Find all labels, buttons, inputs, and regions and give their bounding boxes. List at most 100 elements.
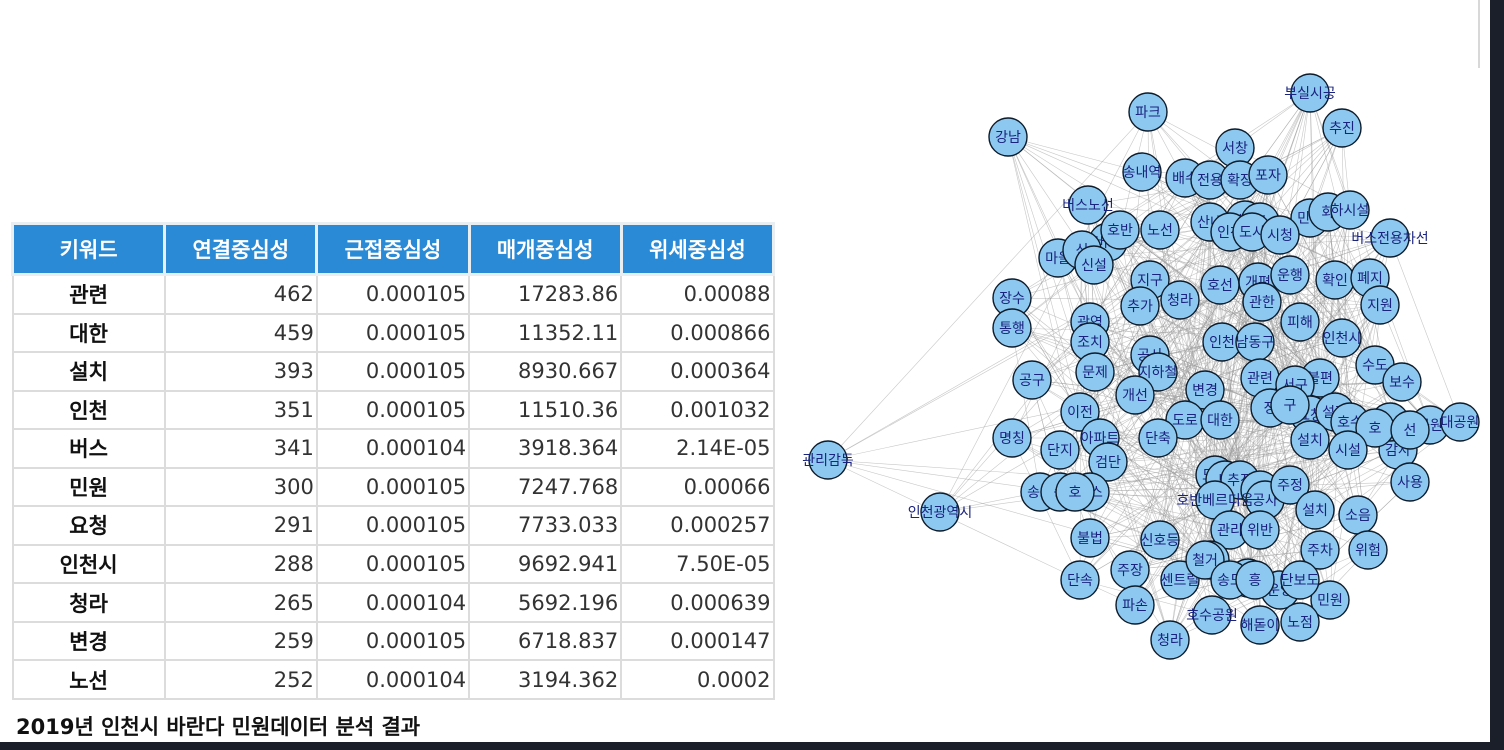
network-node-label: 구 [1284,398,1297,414]
network-node: 선 [1390,410,1430,450]
cell-eigenvector: 2.14E-05 [620,428,775,469]
network-node-label: 신설 [1081,258,1107,274]
network-node-circle [1240,510,1280,550]
cell-closeness: 0.000104 [315,428,471,469]
cell-keyword: 변경 [11,620,166,662]
network-edge [1011,231,1253,299]
network-node-circle [1280,560,1320,600]
network-node-label: 위험 [1355,543,1381,559]
network-node-label: 도시 [1239,225,1265,241]
network-node-circle [1060,560,1100,600]
network-node-circle [1390,462,1430,502]
network-node-circle [1140,210,1180,250]
network-edge [1107,461,1171,641]
network-node: 추진 [1322,108,1362,148]
network-edge [1239,479,1261,626]
cell-closeness: 0.000105 [315,620,471,662]
network-node-label: 인천시 [1323,331,1362,347]
window-bottom-edge [0,742,1504,750]
network-node-circle [1290,420,1330,460]
network-node: 위험 [1348,530,1388,570]
network-node: 보수 [1382,362,1422,402]
network-edge [1219,284,1241,481]
network-node-label: 파크 [1135,105,1161,121]
cell-eigenvector: 7.50E-05 [620,543,775,585]
network-node-circle [1330,190,1370,230]
network-edge [1259,209,1351,491]
network-node-label: 관리감독 [802,453,854,469]
network-node-label: 조치 [1077,335,1103,351]
table-row: 요청 291 0.000105 7733.033 0.000257 [11,505,775,546]
network-node-label: 인천 [1209,335,1235,351]
network-node: 명칭 [992,418,1032,458]
cell-betweenness: 11352.11 [468,312,623,354]
cell-closeness: 0.000104 [315,659,471,700]
cell-closeness: 0.000105 [315,543,471,585]
network-node-label: 단속 [1067,573,1093,589]
network-node-circle [992,418,1032,458]
network-node-circle [1160,280,1200,320]
cell-closeness: 0.000105 [315,505,471,546]
network-node: 호수공원 [1186,595,1238,635]
network-node-circle [1260,215,1300,255]
network-node: 단지 [1040,430,1080,470]
network-node-label: 시설 [1335,443,1361,459]
network-node-circle [808,440,848,480]
network-edge [1219,419,1256,581]
network-node-label: 주장 [1117,563,1143,579]
network-node: 남동구 [1235,322,1275,362]
network-node-label: 청라 [1157,633,1183,649]
network-node: 인천광역시 [908,492,972,532]
table-row: 인천시 288 0.000105 9692.941 7.50E-05 [11,543,775,585]
network-edge [1159,179,1211,541]
network-edge [1157,437,1213,616]
network-node: 단축 [1138,418,1178,458]
network-node: 주정 [1270,465,1310,505]
network-node-circle [1070,518,1110,558]
cell-keyword: 요청 [11,505,166,546]
network-node-label: 소음 [1345,508,1371,524]
table-row: 민원 300 0.000105 7247.768 0.00066 [11,466,775,508]
network-node-label: 대공원 [1441,415,1480,431]
network-node: 부실시공 [1284,73,1336,113]
network-node: 단보도 [1280,560,1320,600]
network-node-label: 단보도 [1281,573,1320,589]
network-edge [1107,461,1211,561]
cell-degree: 300 [163,466,318,508]
network-node: 개선 [1115,375,1155,415]
network-node-label: 호 [1369,421,1382,437]
network-edge [1011,327,1041,493]
network-edge [1007,136,1081,413]
network-node-label: 철거 [1192,553,1218,569]
cell-keyword: 인천시 [11,543,166,585]
network-node-label: 단지 [1047,443,1073,459]
network-node: 버스전용차선 [1351,218,1429,258]
network-edge [1089,177,1186,323]
network-edge [1157,371,1206,561]
network-node: 운행 [1270,255,1310,295]
network-node-label: 통행 [999,321,1025,337]
network-node: 관한 [1242,282,1282,322]
cell-betweenness: 17283.86 [468,273,623,315]
network-node-label: 이전 [1067,405,1093,421]
network-node-label: 사용 [1397,475,1423,491]
network-node-label: 흥 [1249,573,1262,589]
cell-degree: 393 [163,351,318,392]
network-node-label: 버스전용차선 [1351,231,1428,247]
network-node-label: 관한 [1249,295,1275,311]
network-node-label: 신호등 [1141,533,1180,549]
network-node-label: 청라 [1167,293,1193,309]
network-node: 파크 [1128,92,1168,132]
network-node-label: 설치 [1297,433,1323,449]
network-node-label: 지하철 [1139,365,1178,381]
cell-eigenvector: 0.000257 [620,505,775,546]
cell-betweenness: 3918.364 [468,428,623,469]
network-node-circle [1248,155,1288,195]
cell-closeness: 0.000105 [315,273,471,315]
figure-caption: 2019년 인천시 바란다 민원데이터 분석 결과 [16,715,421,739]
network-node-circle [1322,108,1362,148]
network-node: 관리 [1210,510,1250,550]
network-node: 대공원 [1440,402,1480,442]
network-node-label: 지구 [1137,273,1163,289]
network-node: 불법 [1070,518,1110,558]
